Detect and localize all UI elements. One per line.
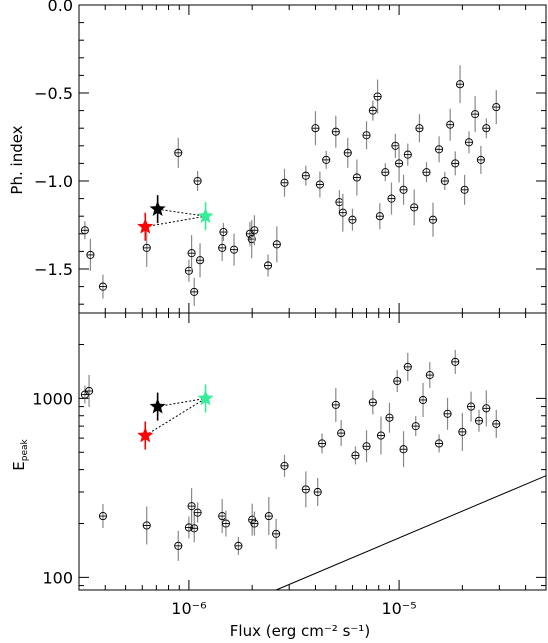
star-marker	[137, 427, 154, 443]
y-tick-label: 0.0	[48, 0, 73, 15]
dotted-connector	[157, 208, 206, 217]
star-marker	[149, 200, 166, 216]
y-tick-label: −1.5	[34, 260, 73, 279]
star-marker	[197, 389, 214, 406]
x-tick-label: 10⁻⁶	[171, 599, 206, 618]
y-tick-label: 100	[42, 568, 73, 587]
dotted-connector	[145, 215, 206, 228]
star-marker	[137, 218, 154, 234]
dotted-connector	[157, 397, 206, 408]
x-tick-label: 10⁻⁵	[381, 599, 416, 618]
star-marker	[149, 398, 166, 414]
y-tick-label: 1000	[32, 389, 73, 408]
plot-frame	[78, 312, 547, 591]
plot-frame	[78, 4, 547, 314]
star-marker	[197, 207, 214, 224]
bottom-y-axis-label-main: E	[10, 461, 28, 470]
x-axis-label: Flux (erg cm⁻² s⁻¹)	[230, 622, 370, 640]
bottom-y-axis-label: Epeak	[10, 438, 30, 470]
bottom-panel-epeak: 100 1000 10⁻⁶ 10⁻⁵	[32, 312, 547, 618]
reference-line	[275, 475, 547, 591]
y-tick-label: −0.5	[34, 84, 73, 103]
bottom-y-axis-label-sub: peak	[20, 438, 30, 461]
top-panel-photon-index: 0.0 −0.5 −1.0 −1.5	[34, 0, 547, 314]
top-y-axis-label: Ph. index	[8, 125, 26, 194]
y-tick-label: −1.0	[34, 172, 73, 191]
